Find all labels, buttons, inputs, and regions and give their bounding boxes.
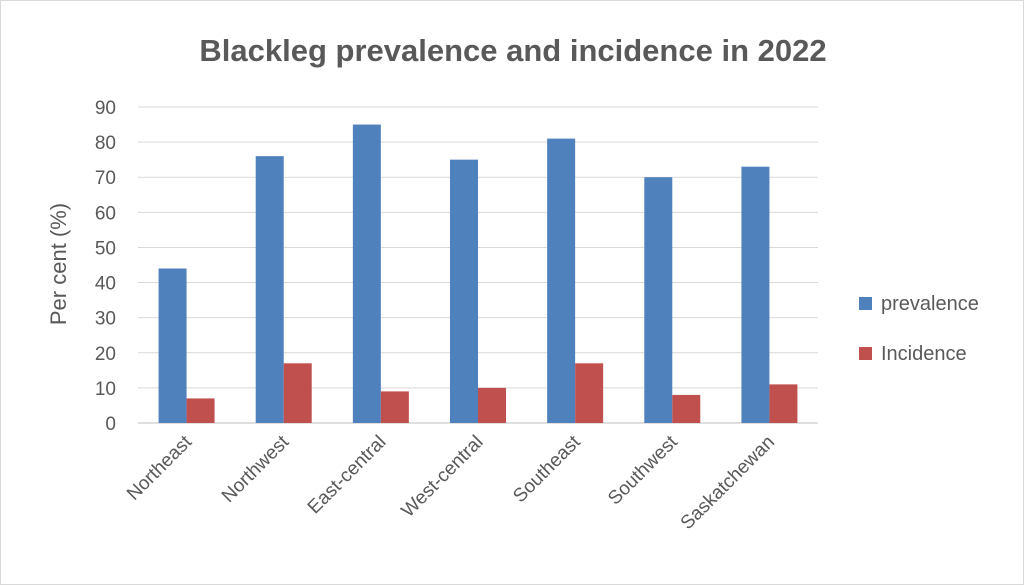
y-tick-label: 50 <box>95 238 116 259</box>
chart-title: Blackleg prevalence and incidence in 202… <box>199 33 826 68</box>
bar-incidence-southwest <box>672 394 701 423</box>
y-axis-label: Per cent (%) <box>46 203 71 325</box>
bars <box>158 124 798 424</box>
y-tick-label: 80 <box>95 133 116 154</box>
y-tick-label: 20 <box>95 344 116 365</box>
x-tick-label: Southwest <box>604 431 682 509</box>
bar-prevalence-northwest <box>255 156 284 423</box>
legend: prevalence Incidence <box>859 293 979 365</box>
x-tick-label: West-central <box>398 432 488 522</box>
y-tick-label: 0 <box>105 414 116 435</box>
y-tick-label: 60 <box>95 203 116 224</box>
bar-prevalence-southwest <box>644 177 673 423</box>
legend-swatch-prevalence <box>859 297 872 310</box>
bar-prevalence-saskatchewan <box>741 166 770 423</box>
bar-prevalence-northeast <box>158 268 187 423</box>
x-tick-label: Northwest <box>218 431 294 507</box>
x-tick-label: Saskatchewan <box>677 432 779 534</box>
x-tick-label: Northeast <box>123 431 197 505</box>
legend-swatch-incidence <box>859 347 872 360</box>
y-tick-label: 40 <box>95 274 116 295</box>
bar-prevalence-southeast <box>547 138 576 423</box>
legend-label-incidence: Incidence <box>881 343 967 365</box>
bar-incidence-northeast <box>186 398 215 423</box>
y-tick-label: 10 <box>95 379 116 400</box>
legend-label-prevalence: prevalence <box>881 293 979 315</box>
tick-labels: 0 10 20 30 40 50 60 70 80 90 Northeast Northwest Eas… <box>95 98 779 534</box>
bar-incidence-west-central <box>478 387 506 423</box>
y-tick-label: 70 <box>95 168 116 189</box>
x-tick-label: East-central <box>304 432 391 519</box>
bar-prevalence-west-central <box>450 159 478 423</box>
bar-incidence-east-central <box>380 391 409 423</box>
y-tick-label: 30 <box>95 309 116 330</box>
bar-prevalence-east-central <box>352 124 381 424</box>
y-tick-label: 90 <box>95 98 116 119</box>
bar-incidence-southeast <box>575 363 604 423</box>
bar-incidence-northwest <box>283 363 312 423</box>
x-tick-label: Southeast <box>509 431 585 507</box>
bar-incidence-saskatchewan <box>769 384 798 423</box>
